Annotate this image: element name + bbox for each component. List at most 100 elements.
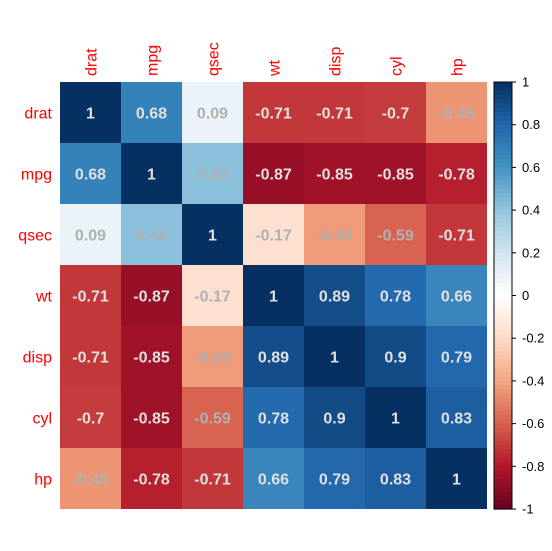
heatmap-cell-drat-wt	[243, 82, 304, 143]
column-labels: drat mpg qsec wt disp cyl hp	[84, 42, 467, 77]
heatmap-cell-cyl-qsec	[182, 387, 243, 448]
colorbar-segment	[494, 487, 512, 493]
value-label-qsec-qsec: 1	[208, 228, 217, 245]
colorbar-segment	[494, 184, 512, 190]
value-label-cyl-drat: -0.7	[77, 411, 105, 428]
colorbar-segment	[494, 282, 512, 288]
colorbar-segment	[494, 346, 512, 352]
row-label-wt: wt	[35, 289, 53, 306]
colorbar-segment	[494, 299, 512, 305]
value-label-disp-drat: -0.71	[72, 350, 109, 367]
value-label-disp-disp: 1	[330, 350, 339, 367]
column-label-wt: wt	[267, 59, 284, 77]
value-label-disp-mpg: -0.85	[133, 350, 170, 367]
colorbar-segment	[494, 124, 512, 130]
heatmap-cell-qsec-cyl	[365, 204, 426, 265]
colorbar-tick-label: 0.6	[522, 160, 540, 175]
colorbar-segment	[494, 235, 512, 241]
colorbar-segment	[494, 146, 512, 151]
value-label-hp-wt: 0.66	[258, 472, 289, 489]
value-label-drat-cyl: -0.7	[382, 106, 410, 123]
colorbar-segment	[494, 453, 512, 459]
colorbar-segment	[494, 410, 512, 416]
heatmap-cell-qsec-drat	[60, 204, 121, 265]
colorbar-segment	[494, 496, 512, 502]
colorbar-segment	[494, 197, 512, 203]
value-label-cyl-qsec: -0.59	[194, 411, 231, 428]
value-label-hp-cyl: 0.83	[380, 472, 411, 489]
value-label-mpg-hp: -0.78	[438, 167, 475, 184]
heatmap-cells	[60, 82, 487, 509]
colorbar-segment	[494, 278, 512, 284]
heatmap-cell-drat-drat	[60, 82, 121, 143]
heatmap-cell-wt-cyl	[365, 265, 426, 326]
heatmap-cell-cyl-drat	[60, 387, 121, 448]
value-label-qsec-disp: -0.43	[316, 228, 353, 245]
heatmap-cell-qsec-mpg	[121, 204, 182, 265]
colorbar-segment	[494, 316, 512, 322]
value-label-qsec-cyl: -0.59	[377, 228, 414, 245]
row-label-mpg: mpg	[21, 167, 52, 184]
heatmap-cell-mpg-wt	[243, 143, 304, 204]
colorbar-segment	[494, 116, 512, 122]
colorbar-segment	[494, 82, 512, 87]
colorbar-segment	[494, 504, 512, 510]
colorbar-segment	[494, 269, 512, 275]
colorbar-segment	[494, 380, 512, 386]
heatmap-cell-drat-mpg	[121, 82, 182, 143]
column-label-hp: hp	[450, 58, 467, 76]
value-label-wt-hp: 0.66	[441, 289, 472, 306]
heatmap-cell-disp-wt	[243, 326, 304, 387]
colorbar-segment	[494, 150, 512, 156]
value-label-hp-disp: 0.79	[319, 472, 350, 489]
colorbar-segment	[494, 214, 512, 220]
row-labels: drat mpg qsec wt disp cyl hp	[18, 106, 52, 489]
colorbar-segment	[494, 167, 512, 173]
colorbar-tick-label: 0	[522, 288, 529, 303]
row-label-cyl: cyl	[32, 411, 52, 428]
value-label-drat-qsec: 0.09	[197, 106, 228, 123]
colorbar-segment	[494, 111, 512, 117]
value-label-disp-cyl: 0.9	[384, 350, 406, 367]
heatmap-cell-qsec-disp	[304, 204, 365, 265]
column-label-mpg: mpg	[145, 45, 162, 76]
colorbar-tick-label: 0.8	[522, 117, 540, 132]
colorbar-segment	[494, 462, 512, 467]
heatmap-cell-wt-hp	[426, 265, 487, 326]
colorbar-tick-label: 0.2	[522, 245, 540, 260]
colorbar-segment	[494, 201, 512, 207]
heatmap-cell-disp-mpg	[121, 326, 182, 387]
value-label-cyl-hp: 0.83	[441, 411, 472, 428]
colorbar-segment	[494, 355, 512, 361]
value-label-drat-hp: -0.45	[438, 106, 475, 123]
colorbar-segment	[494, 308, 512, 314]
colorbar-segment	[494, 239, 512, 245]
colorbar-segment	[494, 329, 512, 335]
value-label-wt-qsec: -0.17	[194, 289, 231, 306]
colorbar-tick-label: -1	[522, 502, 534, 517]
colorbar-segment	[494, 128, 512, 134]
heatmap-cell-mpg-hp	[426, 143, 487, 204]
colorbar-segment	[494, 227, 512, 233]
heatmap-cell-cyl-mpg	[121, 387, 182, 448]
value-label-hp-hp: 1	[452, 472, 461, 489]
colorbar-tick-label: 0.4	[522, 203, 540, 218]
heatmap-cell-hp-mpg	[121, 448, 182, 509]
colorbar-segment	[494, 449, 512, 455]
heatmap-cell-qsec-hp	[426, 204, 487, 265]
heatmap-cell-disp-cyl	[365, 326, 426, 387]
value-label-mpg-cyl: -0.85	[377, 167, 414, 184]
colorbar-segment	[494, 291, 512, 297]
heatmap-cell-hp-disp	[304, 448, 365, 509]
heatmap-cell-disp-hp	[426, 326, 487, 387]
heatmap-cell-cyl-wt	[243, 387, 304, 448]
colorbar-segment	[494, 393, 512, 399]
colorbar-tick-label: 1	[522, 75, 529, 90]
value-label-disp-qsec: -0.43	[194, 350, 231, 367]
heatmap-cell-mpg-disp	[304, 143, 365, 204]
colorbar-segment	[494, 175, 512, 181]
heatmap-cell-disp-disp	[304, 326, 365, 387]
colorbar-segment	[494, 444, 512, 450]
colorbar-segment	[494, 295, 512, 301]
